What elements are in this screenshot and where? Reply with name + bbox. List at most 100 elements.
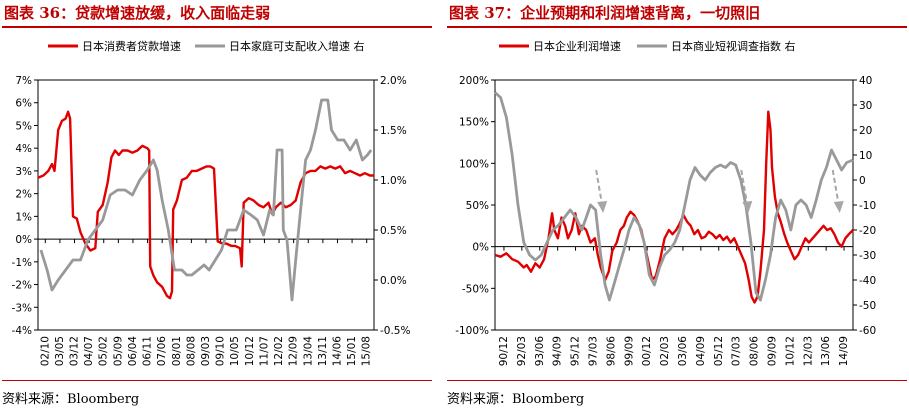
x-tick-label: 08/08 <box>185 336 197 366</box>
x-tick-label: 14/09 <box>838 336 850 366</box>
trend-arrow-shaft <box>740 169 749 206</box>
left-tick-label: -1% <box>12 257 32 269</box>
trend-arrow-shaft <box>595 169 604 206</box>
left-tick-label: 4% <box>15 143 32 155</box>
right-tick-label: -30 <box>859 250 876 262</box>
x-tick-label: 03/06 <box>677 336 689 367</box>
x-tick-label: 07/03 <box>731 336 743 366</box>
x-tick-label: 12/02 <box>273 336 285 366</box>
legend-label: 日本商业短视调查指数 右 <box>671 39 796 53</box>
right-tick-label: -40 <box>859 275 876 287</box>
right-tick-label: 1.5% <box>380 125 407 137</box>
left-tick-label: 0% <box>15 234 32 246</box>
trend-arrow-shaft <box>831 169 840 206</box>
right-tick-label: -10 <box>859 200 876 212</box>
x-tick-label: 94/09 <box>552 336 564 366</box>
left-tick-label: 7% <box>15 75 32 87</box>
left-tick-label: 150% <box>459 117 489 129</box>
right-tick-label: 0.0% <box>380 275 407 287</box>
x-tick-label: 09/10 <box>215 336 227 366</box>
x-tick-label: 10/12 <box>244 336 256 366</box>
right-tick-label: -50 <box>859 300 876 312</box>
legend-label: 日本企业利润增速 <box>533 39 621 53</box>
legend-label: 日本家庭可支配收入增速 右 <box>229 39 365 53</box>
x-tick-label: 08/01 <box>171 336 183 366</box>
series-line <box>494 110 854 304</box>
x-tick-label: 02/03 <box>659 336 671 366</box>
x-tick-label: 02/10 <box>39 336 51 366</box>
x-tick-label: 05/12 <box>713 336 725 366</box>
source-divider <box>2 380 432 381</box>
trend-arrow-head <box>597 201 608 213</box>
right-tick-label: 2.0% <box>380 75 407 87</box>
trend-arrow-head <box>742 201 753 213</box>
left-tick-label: 3% <box>15 166 32 178</box>
x-tick-label: 13/04 <box>302 336 314 367</box>
chart-title: 图表 37：企业预期和利润增速背离，一切照旧 <box>449 4 761 22</box>
series-line <box>494 91 854 302</box>
series-line <box>39 98 373 302</box>
right-tick-label: 1.0% <box>380 175 407 187</box>
x-tick-label: 14/06 <box>331 336 343 367</box>
left-tick-label: 5% <box>15 120 32 132</box>
source-note: 资料来源：Bloomberg <box>447 392 585 407</box>
x-tick-label: 95/12 <box>570 336 582 366</box>
x-tick-label: 15/01 <box>346 336 358 366</box>
left-tick-label: -4% <box>12 325 32 337</box>
x-tick-label: 98/06 <box>605 336 617 367</box>
left-tick-label: 100% <box>459 158 489 170</box>
left-tick-label: 1% <box>15 211 32 223</box>
chart-panel-37: 图表 37：企业预期和利润增速背离，一切照旧 日本企业利润增速 日本商业短视调查指… <box>447 0 907 411</box>
x-tick-label: 00/12 <box>641 336 653 366</box>
left-tick-label: 50% <box>466 200 489 212</box>
source-divider <box>447 380 907 381</box>
title-divider <box>2 26 432 28</box>
x-tick-label: 97/03 <box>587 336 599 366</box>
title-divider <box>447 26 907 28</box>
x-tick-label: 08/06 <box>749 336 761 367</box>
right-tick-label: -20 <box>859 225 876 237</box>
x-tick-label: 09/03 <box>200 336 212 366</box>
source-note: 资料来源：Bloomberg <box>2 392 140 407</box>
legend-label: 日本消费者贷款增速 <box>82 39 181 53</box>
x-tick-label: 04/09 <box>695 336 707 366</box>
x-tick-label: 93/06 <box>534 336 546 367</box>
x-tick-label: 03/05 <box>54 336 66 366</box>
right-tick-label: 0.5% <box>380 225 407 237</box>
plot-frame <box>494 79 854 331</box>
left-tick-label: -3% <box>12 302 32 314</box>
right-tick-label: -60 <box>859 325 876 337</box>
left-tick-label: 0% <box>472 242 489 254</box>
left-tick-label: -100% <box>455 325 489 337</box>
series-line <box>37 110 375 300</box>
x-tick-label: 10/05 <box>229 336 241 366</box>
x-tick-label: 12/09 <box>288 336 300 366</box>
left-tick-label: 2% <box>15 189 32 201</box>
x-tick-label: 04/07 <box>83 336 95 366</box>
line-chart-37: 日本企业利润增速 日本商业短视调查指数 右 -100% -50% 0% 50% 100% 15… <box>455 39 876 367</box>
x-tick-label: 09/09 <box>766 336 778 366</box>
right-tick-label: 20 <box>859 125 872 137</box>
line-chart-36: 日本消费者贷款增速 日本家庭可支配收入增速 右 -4% -3% -2% -1% 0% 1% 2%… <box>12 39 411 367</box>
x-tick-label: 07/06 <box>156 336 168 367</box>
x-tick-label: 13/06 <box>820 336 832 367</box>
left-tick-label: 6% <box>15 98 32 110</box>
x-tick-label: 99/09 <box>623 336 635 366</box>
left-tick-label: -50% <box>462 283 489 295</box>
x-tick-label: 06/11 <box>142 336 154 366</box>
plot-frame <box>37 79 375 331</box>
x-tick-label: 12/03 <box>802 336 814 366</box>
x-tick-label: 90/12 <box>498 336 510 366</box>
right-tick-label: 40 <box>859 75 872 87</box>
chart-title: 图表 36：贷款增速放缓，收入面临走弱 <box>4 4 271 22</box>
x-tick-label: 05/02 <box>98 336 110 366</box>
x-tick-label: 03/12 <box>69 336 81 366</box>
chart-panel-36: 图表 36：贷款增速放缓，收入面临走弱 日本消费者贷款增速 日本家庭可支配收入增速… <box>2 0 432 411</box>
right-tick-label: 30 <box>859 100 872 112</box>
right-tick-label: 10 <box>859 150 872 162</box>
left-tick-label: 200% <box>459 75 489 87</box>
left-tick-label: -2% <box>12 280 32 292</box>
x-tick-label: 15/08 <box>361 336 373 366</box>
trend-arrow-head <box>833 201 844 213</box>
x-tick-label: 05/09 <box>112 336 124 366</box>
